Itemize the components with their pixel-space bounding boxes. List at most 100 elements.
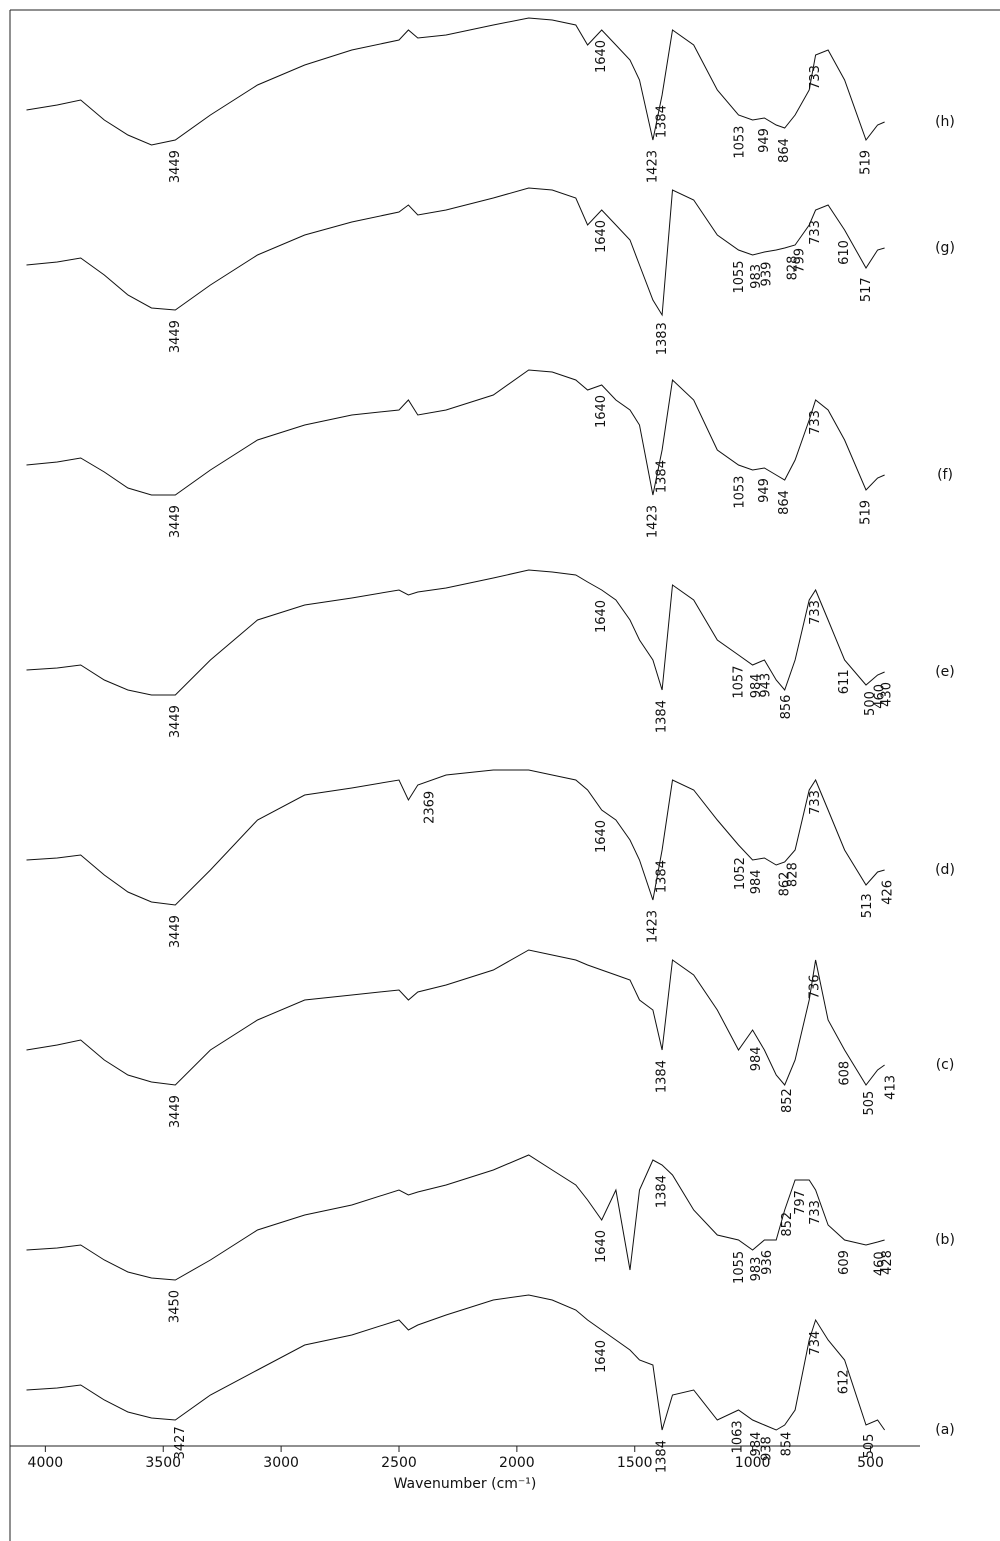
- peak-label: 1057: [732, 666, 747, 699]
- x-tick-label: 1500: [617, 1455, 653, 1471]
- peak-label: 733: [808, 410, 823, 435]
- peak-label: 1055: [732, 1251, 747, 1284]
- peak-label: 852: [780, 1088, 795, 1113]
- peak-label: 1053: [733, 476, 748, 509]
- peak-label: 1055: [732, 260, 747, 293]
- peak-label: 612: [837, 1369, 852, 1394]
- x-tick-label: 3000: [263, 1455, 299, 1471]
- peak-label: 984: [749, 673, 764, 698]
- peak-label: 413: [884, 1075, 899, 1100]
- peak-label: 1384: [655, 1060, 670, 1093]
- peak-label: 936: [760, 1250, 775, 1275]
- peak-label: 517: [859, 277, 874, 302]
- peak-label: 3449: [168, 705, 183, 738]
- peak-label: 984: [749, 1046, 764, 1071]
- peak-label: 1384: [655, 1175, 670, 1208]
- x-tick-label: 4000: [28, 1455, 64, 1471]
- peak-label: 862: [778, 872, 793, 897]
- x-tick-label: 2000: [499, 1455, 535, 1471]
- peak-label: 1052: [733, 857, 748, 890]
- peak-label: 1640: [594, 820, 609, 853]
- peak-label: 736: [807, 974, 822, 999]
- peak-label: 734: [808, 1331, 823, 1356]
- peak-label: 1640: [594, 40, 609, 73]
- peak-label: 1384: [655, 105, 670, 138]
- peak-label: 1383: [655, 322, 670, 355]
- peak-label: 428: [880, 1250, 895, 1275]
- series-label: (g): [935, 240, 955, 256]
- peak-label: 943: [759, 673, 774, 698]
- spectrum-line: [26, 769, 885, 906]
- peak-label: 1063: [730, 1420, 745, 1453]
- series-label: (c): [936, 1057, 955, 1073]
- series-label: (e): [935, 664, 955, 680]
- spectrum-line: [26, 569, 885, 696]
- peak-label: 1423: [645, 505, 660, 538]
- series-label: (h): [935, 114, 955, 130]
- peak-label: 519: [859, 150, 874, 175]
- peak-label: 1384: [655, 700, 670, 733]
- peak-label: 610: [837, 240, 852, 265]
- peak-label: 1640: [594, 1230, 609, 1263]
- peak-label: 519: [859, 500, 874, 525]
- x-tick-label: 2500: [381, 1455, 417, 1471]
- peak-label: 608: [837, 1061, 852, 1086]
- peak-label: 733: [808, 600, 823, 625]
- spectrum-line: [26, 17, 885, 146]
- peak-label: 733: [808, 65, 823, 90]
- peak-label: 3449: [168, 915, 183, 948]
- peak-label: 3427: [173, 1426, 188, 1459]
- spectrum-line: [26, 949, 885, 1086]
- peak-label: 1640: [594, 220, 609, 253]
- peak-label: 1640: [594, 1340, 609, 1373]
- series-label: (f): [937, 467, 953, 483]
- peak-label: 984: [749, 869, 764, 894]
- spectrum-line: [26, 1294, 886, 1431]
- series-label: (a): [935, 1422, 955, 1438]
- peak-label: 1384: [655, 460, 670, 493]
- peak-label: 864: [777, 138, 792, 163]
- peak-label: 3449: [168, 1095, 183, 1128]
- peak-label: 500: [863, 691, 878, 716]
- peak-label: 3450: [167, 1290, 182, 1323]
- peak-label: 828: [786, 862, 801, 887]
- peak-label: 1640: [594, 600, 609, 633]
- peak-label: 984: [749, 1432, 764, 1457]
- x-tick-label: 500: [857, 1455, 884, 1471]
- peak-label: 733: [808, 1200, 823, 1225]
- x-tick-label: 3500: [145, 1455, 181, 1471]
- peak-label: 856: [779, 695, 794, 720]
- peak-label: 983: [749, 264, 764, 289]
- peak-label: 505: [862, 1091, 877, 1116]
- peak-label: 460: [872, 1251, 887, 1276]
- spectrum-line: [26, 369, 885, 496]
- peak-label: 828: [786, 256, 801, 281]
- x-tick-label: 1000: [735, 1455, 771, 1471]
- peak-label: 797: [793, 1190, 808, 1215]
- peak-label: 854: [779, 1432, 794, 1457]
- peak-label: 1423: [645, 150, 660, 183]
- spectrum-line: [26, 187, 885, 317]
- peak-label: 1053: [733, 126, 748, 159]
- peak-label: 426: [880, 880, 895, 905]
- peak-label: 1640: [594, 395, 609, 428]
- peak-label: 3449: [168, 505, 183, 538]
- peak-label: 983: [749, 1257, 764, 1282]
- peak-label: 949: [757, 478, 772, 503]
- peak-label: 3449: [168, 320, 183, 353]
- peak-label: 611: [837, 669, 852, 694]
- peak-label: 1423: [645, 910, 660, 943]
- peak-label: 733: [808, 220, 823, 245]
- peak-label: 1384: [655, 860, 670, 893]
- spectrum-line: [26, 1154, 885, 1281]
- series-label: (d): [935, 862, 955, 878]
- peak-label: 3449: [168, 150, 183, 183]
- series-label: (b): [935, 1232, 955, 1248]
- peak-label: 733: [808, 790, 823, 815]
- peak-label: 430: [880, 682, 895, 707]
- peak-label: 938: [760, 1436, 775, 1461]
- peak-label: 609: [837, 1250, 852, 1275]
- peak-label: 513: [860, 893, 875, 918]
- peak-label: 460: [872, 684, 887, 709]
